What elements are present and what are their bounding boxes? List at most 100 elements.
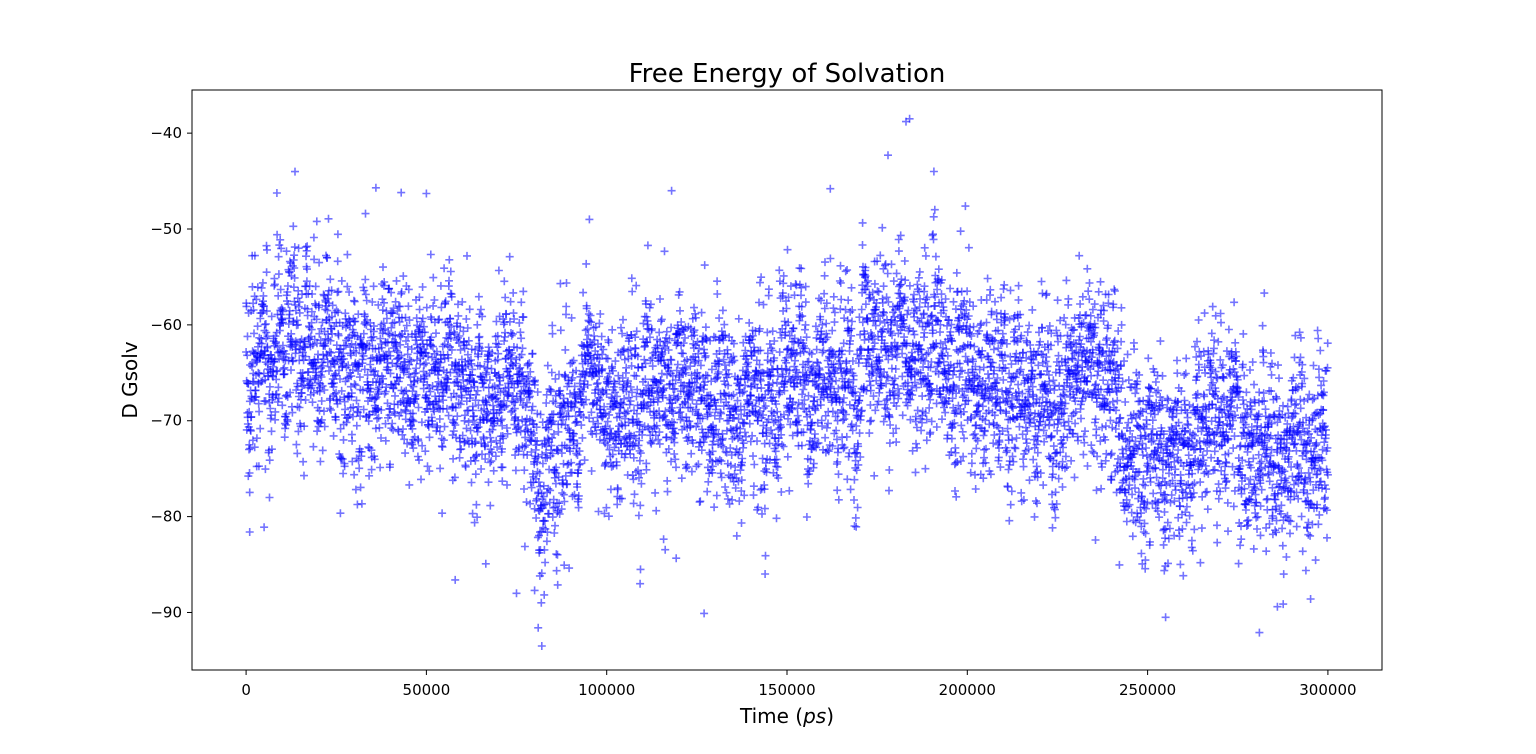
- data-point: [382, 307, 391, 316]
- data-point: [701, 323, 710, 332]
- data-point: [354, 456, 363, 465]
- data-point: [405, 480, 414, 489]
- data-point: [351, 381, 360, 390]
- data-point: [870, 279, 879, 288]
- data-point: [315, 329, 324, 338]
- data-point: [532, 514, 541, 522]
- data-point: [970, 342, 979, 351]
- data-point: [887, 260, 896, 269]
- data-point: [317, 415, 326, 424]
- data-point: [289, 283, 298, 292]
- data-point: [427, 333, 436, 342]
- data-point: [346, 321, 354, 330]
- data-point: [913, 406, 922, 415]
- data-point: [282, 421, 291, 429]
- data-point: [341, 405, 350, 414]
- data-point: [377, 406, 386, 414]
- data-point: [250, 251, 259, 260]
- data-point: [329, 359, 338, 368]
- data-point: [359, 405, 368, 414]
- data-point: [419, 322, 428, 331]
- data-point: [270, 355, 279, 364]
- data-point: [580, 456, 589, 465]
- data-point: [879, 282, 888, 291]
- data-point: [472, 500, 481, 509]
- data-point: [371, 394, 380, 403]
- data-point: [1101, 422, 1110, 431]
- data-point: [1048, 523, 1057, 532]
- data-point: [457, 445, 466, 454]
- data-point: [634, 511, 643, 520]
- data-point: [334, 308, 343, 317]
- data-point: [273, 398, 282, 406]
- data-point: [773, 378, 781, 387]
- data-point: [643, 320, 652, 329]
- data-point: [797, 291, 805, 300]
- data-point: [262, 307, 271, 316]
- data-point: [560, 497, 569, 506]
- data-point: [632, 281, 641, 290]
- data-point: [313, 427, 322, 436]
- data-point: [426, 387, 435, 396]
- data-point: [261, 397, 270, 406]
- data-point: [716, 469, 725, 478]
- data-point: [592, 380, 601, 389]
- data-point: [374, 300, 383, 309]
- data-point: [290, 264, 299, 272]
- data-point: [489, 466, 498, 475]
- data-point: [444, 353, 453, 362]
- data-point: [897, 275, 906, 284]
- data-point: [391, 297, 400, 306]
- data-point: [294, 244, 303, 253]
- data-point: [920, 328, 929, 337]
- data-point: [242, 302, 251, 311]
- data-point: [1045, 322, 1054, 330]
- data-point: [892, 269, 901, 278]
- data-point: [835, 277, 844, 285]
- data-point: [999, 375, 1008, 384]
- data-point: [262, 268, 271, 277]
- data-point: [272, 189, 281, 197]
- data-point: [337, 386, 346, 395]
- data-point: [1062, 462, 1071, 471]
- data-point: [801, 320, 810, 329]
- data-point: [1064, 294, 1073, 303]
- data-point: [415, 305, 424, 314]
- data-point: [403, 350, 412, 359]
- data-point: [885, 486, 893, 495]
- data-point: [334, 287, 343, 296]
- data-point: [912, 439, 920, 448]
- data-point: [388, 309, 397, 318]
- data-point: [429, 273, 438, 282]
- data-point: [357, 499, 366, 508]
- data-point: [911, 468, 920, 477]
- data-point: [387, 288, 396, 297]
- data-point: [271, 407, 280, 416]
- data-point: [1128, 532, 1137, 541]
- data-point: [437, 303, 446, 312]
- data-point: [245, 488, 254, 497]
- data-point: [249, 377, 258, 386]
- data-point: [980, 453, 988, 462]
- data-point: [740, 418, 749, 427]
- data-point: [246, 426, 255, 435]
- data-point: [882, 396, 891, 405]
- data-point: [320, 407, 328, 416]
- data-point: [636, 565, 645, 574]
- data-point: [334, 331, 343, 340]
- data-point: [533, 437, 542, 445]
- data-point: [595, 319, 604, 328]
- data-point: [265, 456, 274, 465]
- data-point: [386, 460, 394, 469]
- data-point: [291, 167, 299, 176]
- data-point: [885, 466, 894, 474]
- data-point: [440, 422, 449, 431]
- data-point: [453, 412, 462, 421]
- data-point: [245, 469, 254, 477]
- data-point: [1067, 456, 1076, 465]
- data-point: [418, 283, 427, 291]
- data-point: [339, 435, 348, 444]
- data-point: [467, 359, 476, 368]
- data-point: [1110, 336, 1119, 345]
- data-point: [312, 217, 321, 226]
